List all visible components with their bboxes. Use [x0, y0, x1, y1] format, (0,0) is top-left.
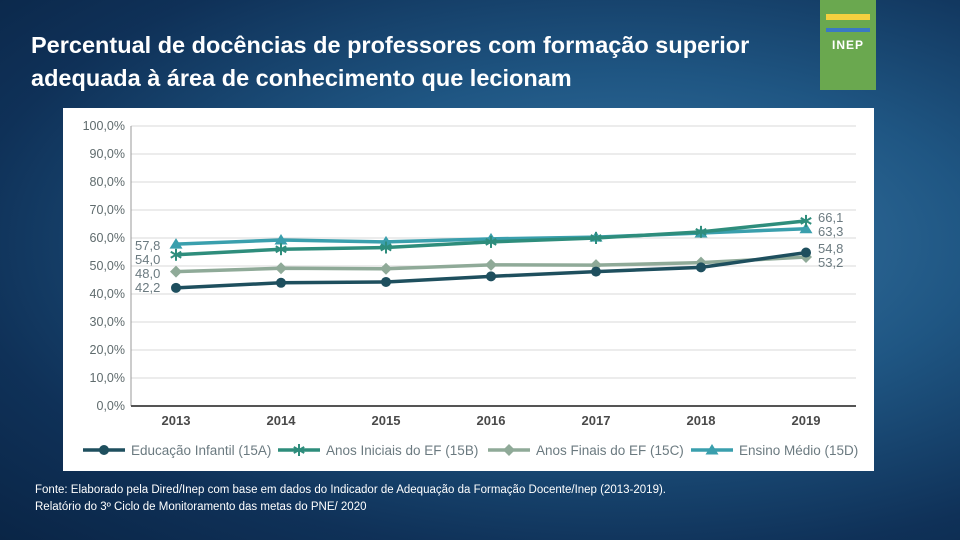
legend-marker [705, 444, 719, 455]
data-point [695, 225, 707, 238]
source-note: Fonte: Elaborado pela Dired/Inep com bas… [35, 482, 935, 516]
x-tick-label: 2014 [267, 413, 297, 428]
data-point [275, 262, 287, 275]
line-chart: 0,0% 10,0% 20,0% 30,0% 40,0% 50,0% 60,0% 70,0% 8… [83, 119, 859, 458]
x-tick-label: 2019 [792, 413, 821, 428]
legend-label: Anos Finais do EF (15C) [536, 443, 684, 458]
y-tick-label: 10,0% [90, 371, 125, 385]
x-tick-label: 2013 [162, 413, 191, 428]
data-point [486, 271, 496, 282]
asterisk-stroke [590, 234, 602, 242]
data-point [696, 262, 706, 273]
data-point [800, 214, 812, 227]
end-value-label: 54,8 [818, 241, 843, 256]
y-tick-label: 50,0% [90, 259, 125, 273]
x-tick-label: 2015 [372, 413, 401, 428]
slide-title: Percentual de docências de professores c… [31, 29, 911, 95]
asterisk-stroke [800, 217, 812, 225]
data-point [276, 277, 286, 288]
logo-stripe-blue [826, 28, 870, 32]
end-value-label: 53,2 [818, 255, 843, 270]
legend-marker [503, 444, 515, 456]
y-tick-label: 40,0% [90, 287, 125, 301]
y-tick-label: 70,0% [90, 203, 125, 217]
title-line-2: adequada à área de conhecimento que leci… [31, 65, 572, 91]
y-tick-label: 30,0% [90, 315, 125, 329]
data-point [380, 241, 392, 254]
source-line-1: Fonte: Elaborado pela Dired/Inep com bas… [35, 484, 666, 496]
data-point [170, 248, 182, 261]
data-point [591, 266, 601, 277]
data-point [170, 265, 182, 278]
y-tick-label: 60,0% [90, 231, 125, 245]
data-point [485, 258, 497, 271]
data-point [801, 247, 811, 258]
data-point [274, 233, 288, 245]
end-value-label: 66,1 [818, 210, 843, 225]
logo-text: INEP [831, 38, 864, 52]
y-tick-label: 80,0% [90, 175, 125, 189]
y-tick-label: 0,0% [97, 399, 126, 413]
start-value-label: 42,2 [135, 280, 160, 295]
data-point [799, 222, 813, 234]
x-tick-label: 2018 [687, 413, 716, 428]
legend-label: Educação Infantil (15A) [131, 443, 271, 458]
data-point [381, 276, 391, 287]
x-tick-label: 2017 [582, 413, 611, 428]
y-tick-label: 90,0% [90, 147, 125, 161]
inep-logo: INEP [820, 0, 876, 90]
y-tick-label: 20,0% [90, 343, 125, 357]
legend-marker [99, 445, 109, 455]
data-point [171, 282, 181, 293]
x-tick-label: 2016 [477, 413, 506, 428]
data-point [275, 243, 287, 256]
data-point [379, 235, 393, 247]
end-value-label: 63,3 [818, 224, 843, 239]
asterisk-stroke [293, 446, 305, 454]
y-tick-label: 100,0% [83, 119, 125, 133]
asterisk-stroke [275, 245, 287, 254]
source-line-2: Relatório do 3º Ciclo de Monitoramento d… [35, 501, 367, 513]
asterisk-stroke [380, 243, 392, 252]
title-line-1: Percentual de docências de professores c… [31, 32, 750, 58]
data-point [590, 232, 602, 244]
chart-container: 0,0% 10,0% 20,0% 30,0% 40,0% 50,0% 60,0% 70,0% 8… [63, 108, 874, 471]
logo-stripe-yellow [826, 14, 870, 20]
asterisk-stroke [170, 250, 182, 259]
legend-label: Anos Iniciais do EF (15B) [326, 443, 478, 458]
legend-marker [293, 444, 305, 456]
start-value-label: 54,0 [135, 252, 160, 267]
data-point [485, 235, 497, 248]
asterisk-stroke [485, 238, 497, 246]
data-point [169, 238, 183, 249]
legend-label: Ensino Médio (15D) [739, 443, 858, 458]
start-value-label: 57,8 [135, 238, 160, 253]
data-point [380, 262, 392, 275]
start-value-label: 48,0 [135, 266, 160, 281]
asterisk-stroke [695, 227, 707, 236]
